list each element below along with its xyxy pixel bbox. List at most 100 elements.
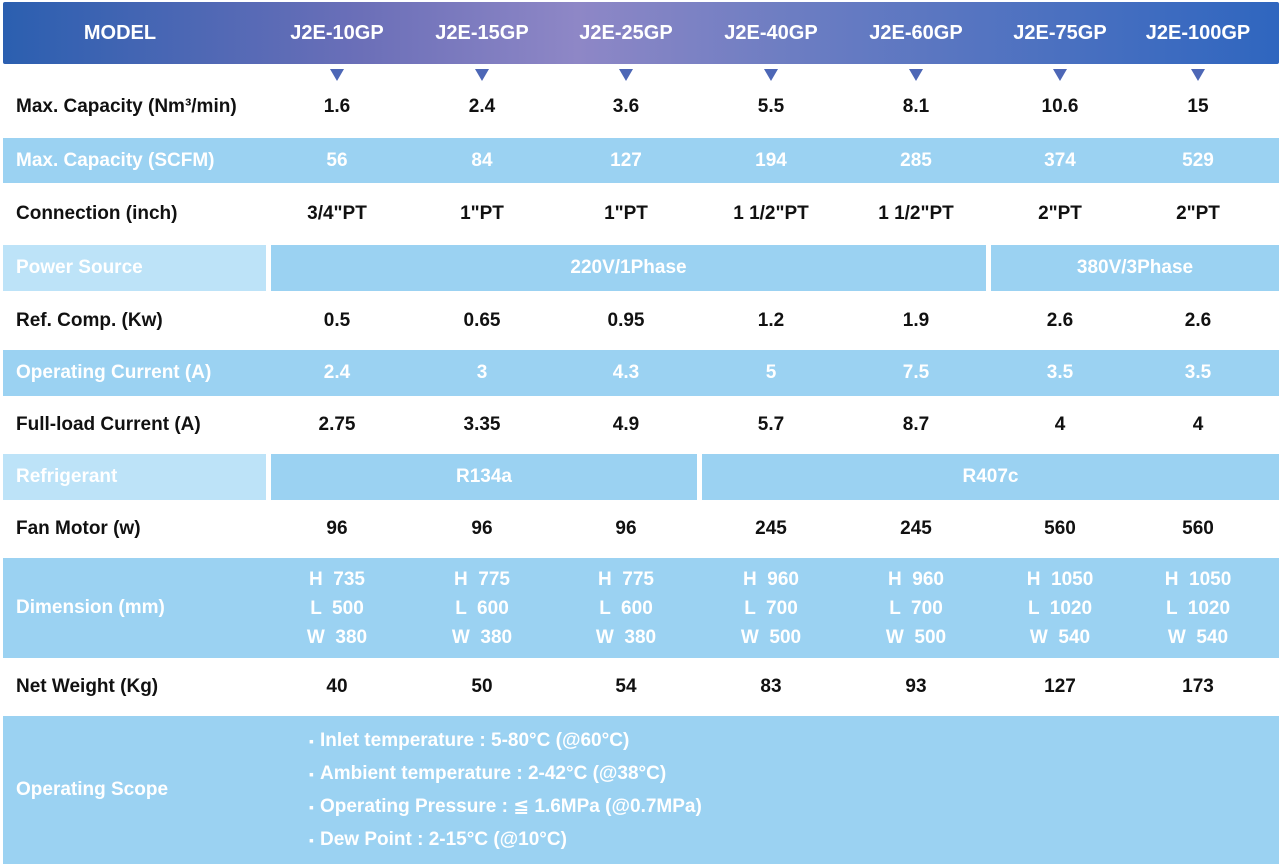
- header-bar: [3, 2, 1279, 64]
- dimension-width: W 380: [306, 626, 368, 648]
- dimension-width: W 500: [740, 626, 802, 648]
- model-header-j2e-100gp: J2E-100GP: [1145, 22, 1251, 44]
- operating-scope-item: Dew Point : 2-15°C (@10°C): [309, 823, 702, 856]
- dimension-cell: H 960 L 700 W 500: [701, 558, 841, 658]
- label-cell-bg: [3, 454, 266, 500]
- value-cell: 560: [1044, 518, 1076, 539]
- value-cell: 127: [1044, 676, 1076, 697]
- value-cell: 5: [765, 362, 777, 383]
- dimension-height: H 1050: [1026, 568, 1094, 590]
- value-cell: 1 1/2"PT: [733, 202, 809, 224]
- value-cell: 5.5: [757, 96, 785, 117]
- value-cell: 2.75: [318, 414, 356, 435]
- value-cell: 3/4"PT: [307, 202, 367, 224]
- row-label: Ref. Comp. (Kw): [16, 310, 163, 331]
- row-net-weight: Net Weight (Kg) 40 50 54 83 93 127 173: [3, 664, 1279, 710]
- row-dimension: Dimension (mm) H 735 L 500 W 380 H 775 L 600 W…: [3, 558, 1279, 658]
- value-cell: 96: [615, 518, 637, 539]
- operating-scope-list: Inlet temperature : 5-80°C (@60°C)Ambien…: [309, 724, 702, 856]
- value-cell: 93: [905, 676, 927, 697]
- dimension-height: H 960: [743, 568, 799, 590]
- value-cell: 84: [471, 149, 493, 171]
- row-label: Operating Current (A): [16, 362, 212, 383]
- row-power-source: 220V/1Phase 380V/3Phase Power Source: [3, 245, 1279, 291]
- row-full-load-current: Full-load Current (A) 2.75 3.35 4.9 5.7 8.7 4 4: [3, 402, 1279, 448]
- value-cell: 96: [471, 518, 493, 539]
- operating-scope-item: Operating Pressure : ≦ 1.6MPa (@0.7MPa): [309, 790, 702, 823]
- value-cell: 245: [900, 518, 932, 539]
- dimension-width: W 500: [885, 626, 947, 648]
- model-header-j2e-15gp: J2E-15GP: [435, 22, 529, 44]
- row-label: Max. Capacity (Nm³/min): [16, 96, 237, 117]
- value-cell: 3.5: [1184, 362, 1212, 383]
- column-marker-icon: [1053, 69, 1067, 81]
- operating-scope-item: Inlet temperature : 5-80°C (@60°C): [309, 724, 702, 757]
- column-marker-icon: [909, 69, 923, 81]
- dimension-height: H 775: [454, 568, 510, 590]
- value-cell: 40: [326, 676, 348, 697]
- row-label: Max. Capacity (SCFM): [16, 149, 215, 171]
- dimension-height: H 960: [888, 568, 944, 590]
- column-marker-icon: [475, 69, 489, 81]
- dimension-height: H 735: [309, 568, 365, 590]
- dimension-height: H 775: [598, 568, 654, 590]
- value-cell: 5.7: [757, 414, 785, 435]
- row-label: Full-load Current (A): [16, 414, 201, 435]
- row-operating-scope: Operating Scope Inlet temperature : 5-80°…: [3, 716, 1279, 864]
- value-cell: 529: [1182, 149, 1214, 171]
- row-label: Connection (inch): [16, 202, 178, 224]
- value-cell: 8.7: [902, 414, 930, 435]
- column-marker-icon: [619, 69, 633, 81]
- value-cell: 1.9: [902, 310, 930, 331]
- value-cell: 15: [1187, 96, 1209, 117]
- row-label: Fan Motor (w): [16, 518, 141, 539]
- value-cell: 127: [610, 149, 642, 171]
- dimension-cell: H 1050 L 1020 W 540: [990, 558, 1130, 658]
- group-value-2: 380V/3Phase: [1076, 257, 1194, 278]
- value-cell: 374: [1044, 149, 1076, 171]
- value-cell: 3.35: [463, 414, 501, 435]
- row-ref-comp: Ref. Comp. (Kw) 0.5 0.65 0.95 1.2 1.9 2.6 2.6: [3, 298, 1279, 344]
- value-cell: 83: [760, 676, 782, 697]
- value-cell: 4.9: [612, 414, 640, 435]
- group-cell-bg: [991, 245, 1279, 291]
- value-cell: 245: [755, 518, 787, 539]
- dimension-width: W 540: [1029, 626, 1091, 648]
- value-cell: 1"PT: [604, 202, 648, 224]
- column-marker-icon: [1191, 69, 1205, 81]
- value-cell: 2.4: [323, 362, 351, 383]
- dimension-length: L 500: [310, 597, 364, 619]
- value-cell: 2"PT: [1176, 202, 1220, 224]
- value-cell: 560: [1182, 518, 1214, 539]
- value-cell: 2.6: [1184, 310, 1212, 331]
- value-cell: 4: [1192, 414, 1204, 435]
- dimension-height: H 1050: [1164, 568, 1232, 590]
- value-cell: 2.4: [468, 96, 496, 117]
- group-value-2: R407c: [962, 466, 1019, 487]
- column-marker-icon: [330, 69, 344, 81]
- value-cell: 194: [755, 149, 787, 171]
- column-marker-icon: [764, 69, 778, 81]
- dimension-cell: H 960 L 700 W 500: [846, 558, 986, 658]
- value-cell: 1"PT: [460, 202, 504, 224]
- dimension-width: W 540: [1167, 626, 1229, 648]
- dimension-cell: H 775 L 600 W 380: [556, 558, 696, 658]
- dimension-length: L 1020: [1027, 597, 1093, 619]
- dimension-length: L 600: [455, 597, 509, 619]
- value-cell: 0.65: [463, 310, 501, 331]
- value-cell: 1.6: [323, 96, 351, 117]
- dimension-cell: H 1050 L 1020 W 540: [1128, 558, 1268, 658]
- value-cell: 173: [1182, 676, 1214, 697]
- value-cell: 2.6: [1046, 310, 1074, 331]
- value-cell: 1 1/2"PT: [878, 202, 954, 224]
- dimension-width: W 380: [595, 626, 657, 648]
- value-cell: 285: [900, 149, 932, 171]
- value-cell: 54: [615, 676, 637, 697]
- value-cell: 10.6: [1041, 96, 1079, 117]
- group-cell-bg: [271, 454, 697, 500]
- dimension-length: L 700: [744, 597, 798, 619]
- value-cell: 7.5: [902, 362, 930, 383]
- value-cell: 4: [1054, 414, 1066, 435]
- row-label: Refrigerant: [16, 466, 118, 487]
- value-cell: 2"PT: [1038, 202, 1082, 224]
